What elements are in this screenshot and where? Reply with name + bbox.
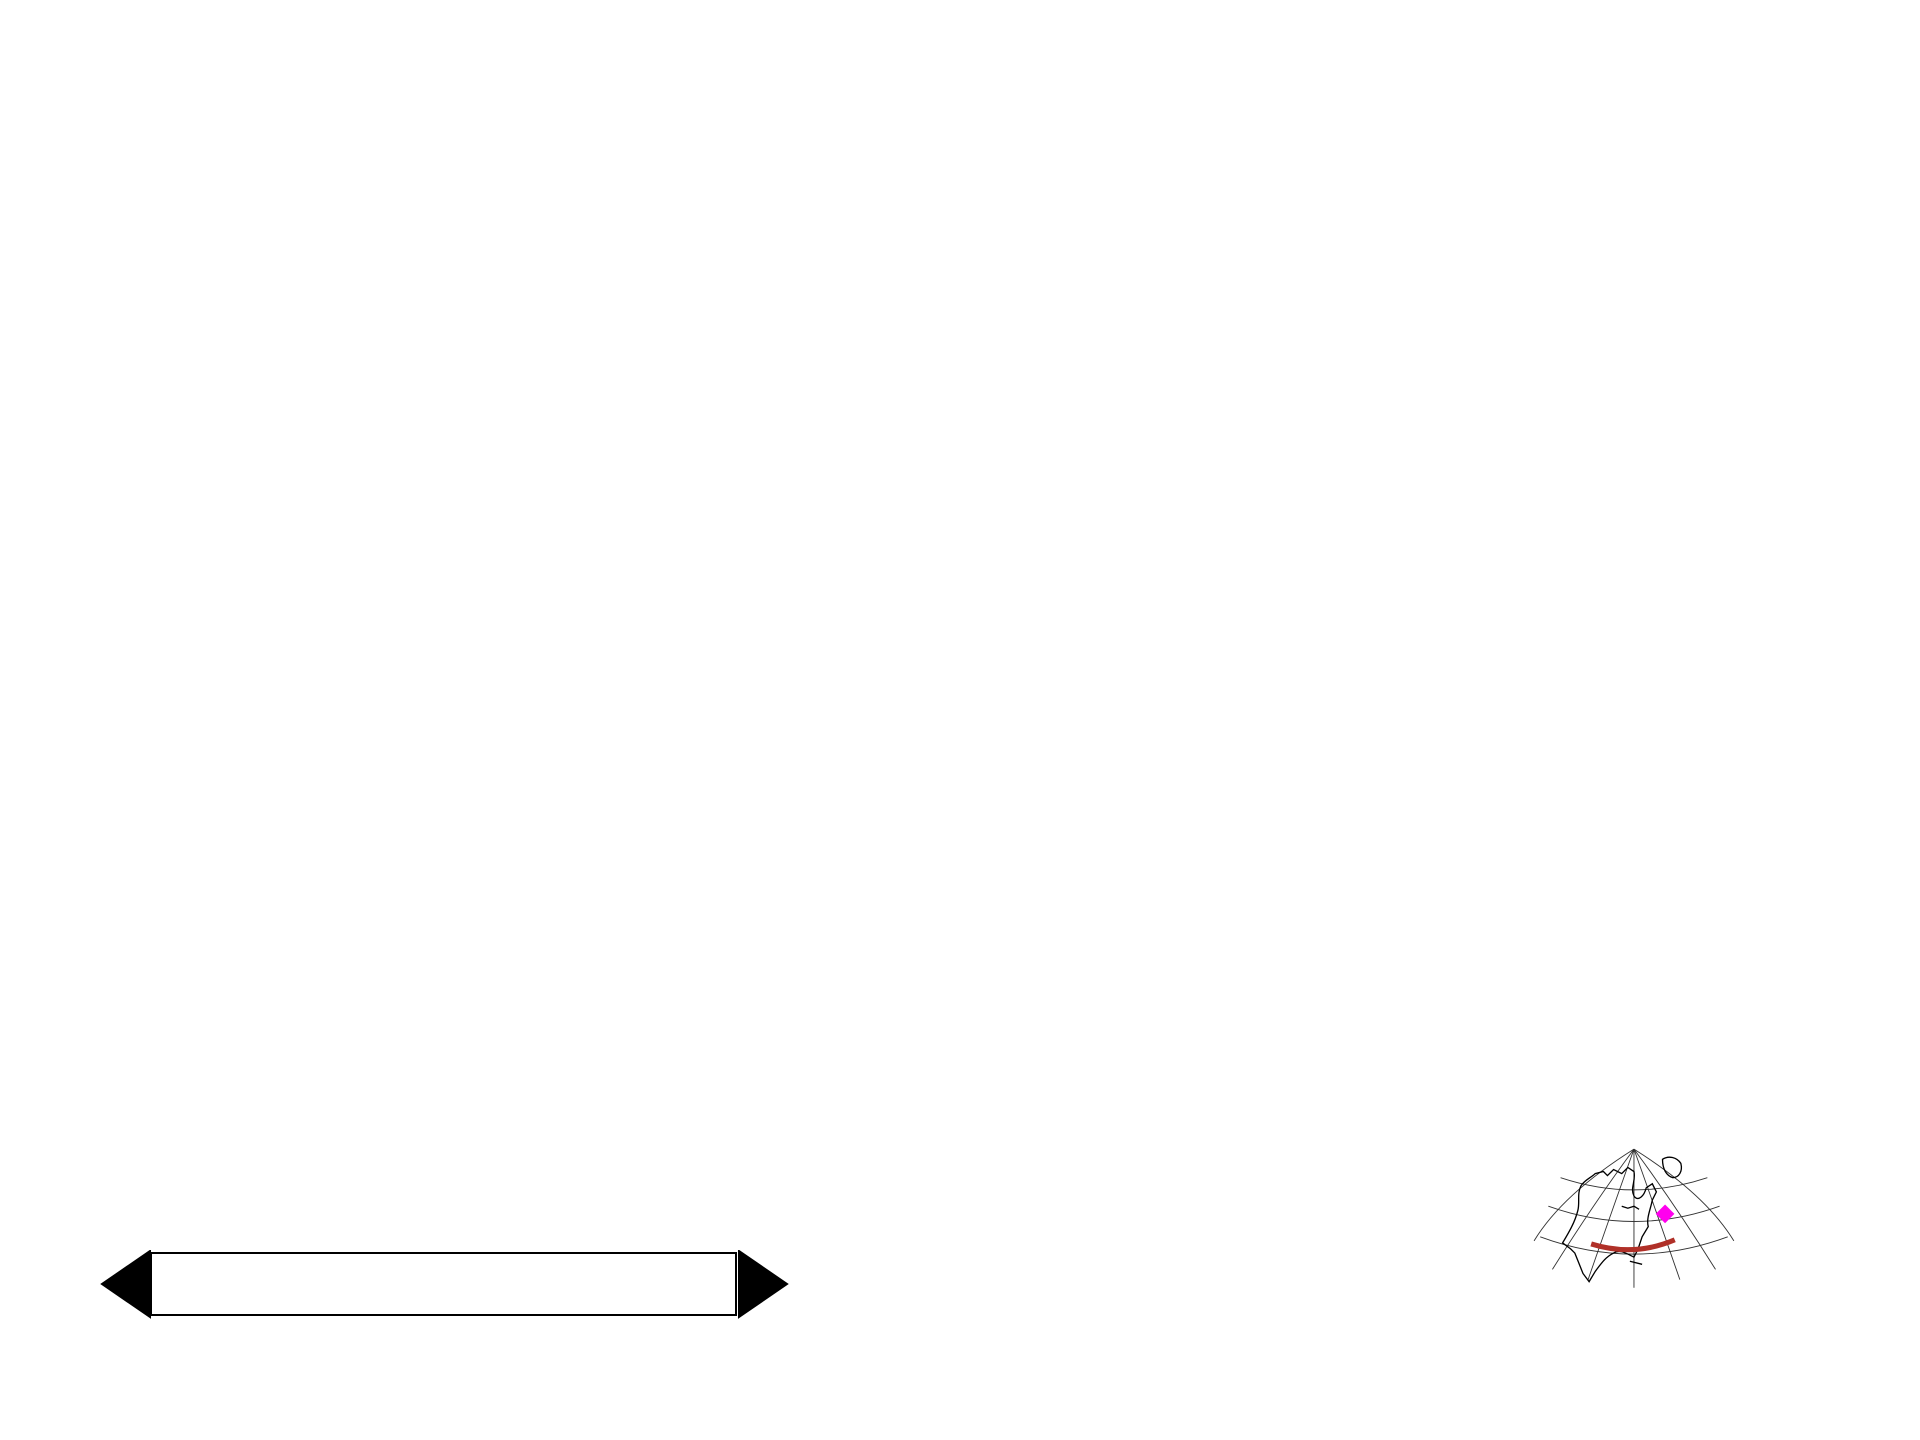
colorbar-gradient	[150, 1252, 737, 1316]
map-coastline	[1561, 1156, 1682, 1283]
colorbar-left-arrow-icon	[100, 1250, 151, 1319]
locator-map	[1533, 1148, 1735, 1288]
epv-cross-section-plot	[288, 213, 1643, 1085]
epv-colorbar	[100, 1250, 820, 1420]
map-graticule	[1533, 1148, 1735, 1288]
map-crosssection-track	[1590, 1237, 1676, 1253]
colorbar-right-arrow-icon	[738, 1250, 789, 1319]
